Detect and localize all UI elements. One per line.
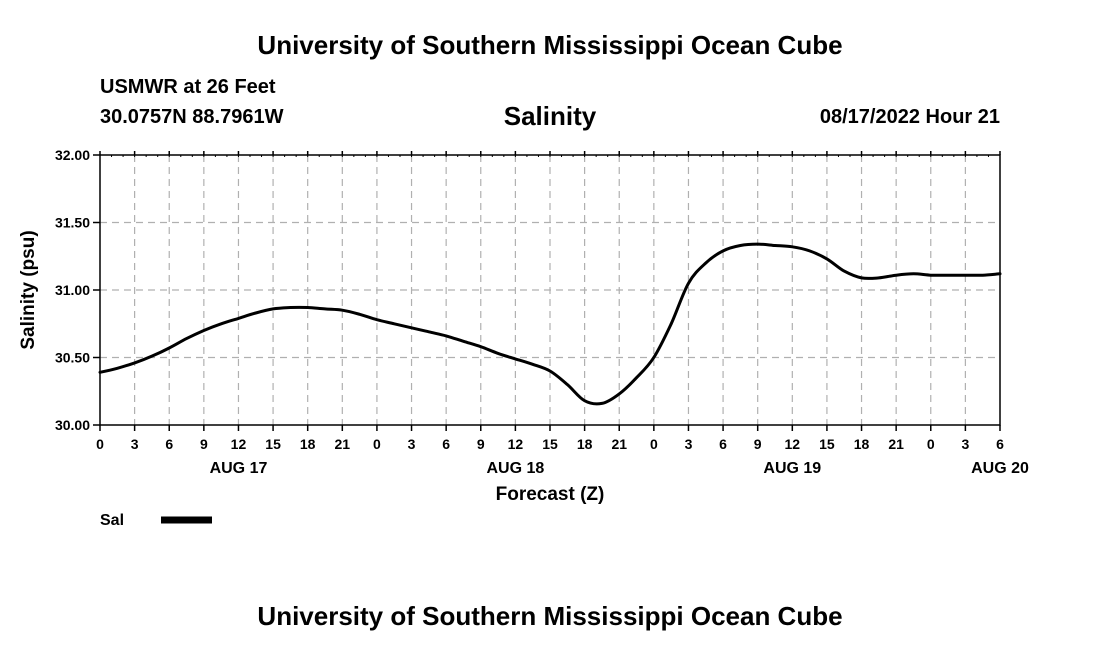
salinity-line: [98, 242, 1002, 406]
legend: Sal: [100, 512, 212, 529]
x-tick-label: 12: [231, 436, 247, 452]
x-tick-label: 18: [300, 436, 316, 452]
x-tick-label: 9: [200, 436, 208, 452]
chart-title: Salinity: [503, 101, 597, 131]
y-axis: 30.00 30.50 31.00 31.50 32.00: [55, 147, 100, 433]
y-tick-label: 30.50: [55, 350, 90, 366]
x-tick-label: 6: [442, 436, 450, 452]
day-label: AUG 17: [210, 460, 268, 477]
y-axis-label: Salinity (psu): [18, 230, 39, 349]
grid: [100, 155, 1000, 425]
x-tick-label: 21: [335, 436, 351, 452]
x-tick-label: 0: [373, 436, 381, 452]
footer-title: University of Southern Mississippi Ocean…: [257, 601, 842, 631]
x-axis-label: Forecast (Z): [496, 484, 605, 505]
x-tick-label: 9: [754, 436, 762, 452]
x-tick-label: 15: [265, 436, 281, 452]
x-tick-label: 6: [996, 436, 1004, 452]
x-tick-label: 15: [819, 436, 835, 452]
x-tick-label: 12: [785, 436, 801, 452]
x-tick-label: 6: [719, 436, 727, 452]
x-tick-label: 15: [542, 436, 558, 452]
y-tick-label: 31.00: [55, 282, 90, 298]
main-title: University of Southern Mississippi Ocean…: [257, 30, 843, 60]
day-labels: AUG 17 AUG 18 AUG 19 AUG 20: [210, 460, 1029, 477]
x-tick-label: 21: [888, 436, 904, 452]
x-tick-label: 0: [650, 436, 658, 452]
issue-time: 08/17/2022 Hour 21: [819, 106, 1000, 128]
x-tick-label: 9: [477, 436, 485, 452]
x-tick-label: 6: [165, 436, 173, 452]
legend-label: Sal: [100, 512, 124, 529]
x-tick-label: 3: [961, 436, 969, 452]
station-coordinates: 30.0757N 88.7961W: [100, 106, 284, 128]
x-tick-label: 0: [927, 436, 935, 452]
day-label: AUG 20: [971, 460, 1029, 477]
x-tick-label: 3: [131, 436, 139, 452]
x-axis: 0 3 6 9 12 15 18 21 0 3 6 9 12 15 18 21 0 3 6 9 12 15 18 21 0 3 6: [96, 151, 1004, 452]
x-tick-label: 21: [611, 436, 627, 452]
x-tick-label: 3: [685, 436, 693, 452]
x-tick-label: 12: [508, 436, 524, 452]
station-name: USMWR at 26 Feet: [100, 76, 276, 98]
y-tick-label: 31.50: [55, 215, 90, 231]
x-tick-label: 18: [854, 436, 870, 452]
x-tick-label: 18: [577, 436, 593, 452]
day-label: AUG 19: [763, 460, 821, 477]
day-label: AUG 18: [486, 460, 544, 477]
y-tick-label: 32.00: [55, 147, 90, 163]
x-tick-label: 3: [408, 436, 416, 452]
y-tick-label: 30.00: [55, 417, 90, 433]
x-tick-label: 0: [96, 436, 104, 452]
